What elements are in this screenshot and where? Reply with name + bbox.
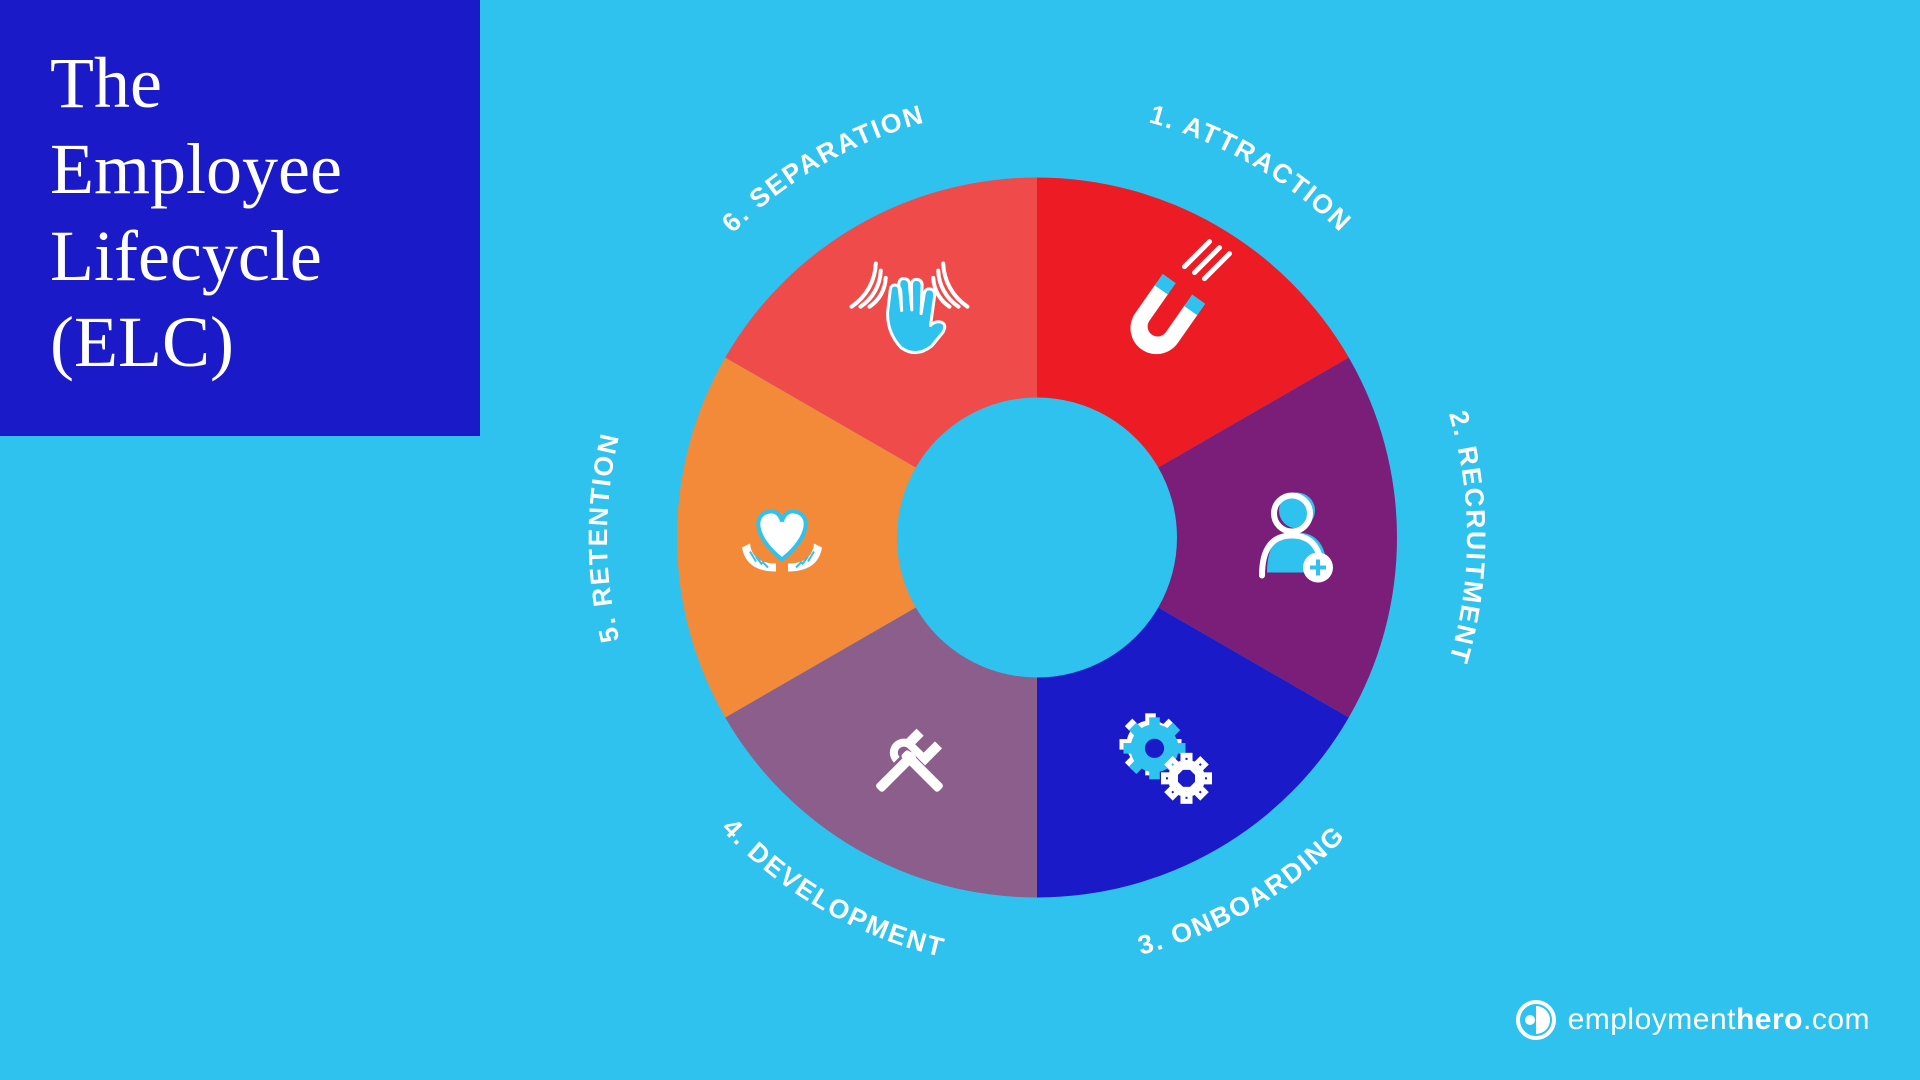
title-line-4: (ELC) (50, 302, 234, 382)
title-line-1: The (50, 43, 162, 123)
title-line-2: Employee (50, 129, 342, 209)
title-box: The Employee Lifecycle (ELC) (0, 0, 480, 436)
segment-label-5: 5. RETENTION (583, 430, 625, 646)
brand-bold: hero (1736, 1003, 1803, 1036)
brand-thin: employment (1568, 1003, 1736, 1036)
title-line-3: Lifecycle (50, 216, 322, 296)
brand-wordmark: employmenthero.com (1568, 1003, 1870, 1037)
brand-mark-icon (1516, 1000, 1556, 1040)
brand-suffix: .com (1803, 1003, 1870, 1036)
page-title: The Employee Lifecycle (ELC) (50, 40, 430, 386)
lifecycle-donut-chart: 1. ATTRACTION2. RECRUITMENT3. ONBOARDING… (547, 48, 1527, 1033)
footer-brand: employmenthero.com (1516, 1000, 1870, 1040)
segment-label-2: 2. RECRUITMENT (1443, 407, 1491, 668)
donut-svg: 1. ATTRACTION2. RECRUITMENT3. ONBOARDING… (547, 48, 1527, 1028)
